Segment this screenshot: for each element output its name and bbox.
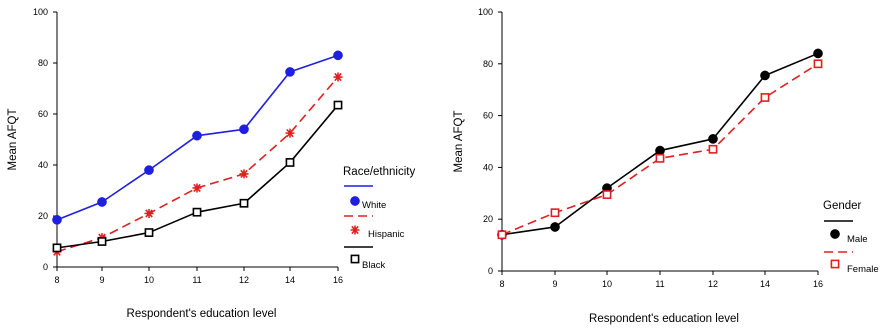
legend-label-female: Female bbox=[847, 264, 879, 275]
y-tick-label: 100 bbox=[33, 7, 48, 17]
x-tick-label: 14 bbox=[285, 275, 295, 285]
data-point bbox=[52, 243, 62, 253]
data-point bbox=[550, 208, 560, 218]
x-tick-label: 8 bbox=[499, 279, 504, 289]
y-tick-label: 80 bbox=[38, 58, 48, 68]
series-white bbox=[52, 50, 343, 225]
legend-title: Gender bbox=[823, 200, 862, 212]
data-point bbox=[285, 128, 295, 138]
x-tick-label: 11 bbox=[192, 275, 201, 285]
data-point bbox=[602, 190, 612, 199]
data-point bbox=[144, 208, 154, 218]
legend: Gender Male Female bbox=[823, 200, 879, 275]
y-axis-title: Mean AFQT bbox=[453, 111, 465, 173]
data-point bbox=[144, 165, 154, 175]
data-point bbox=[192, 183, 202, 193]
data-point bbox=[708, 134, 718, 144]
x-tick-label: 10 bbox=[602, 279, 612, 289]
x-tick-label: 8 bbox=[54, 275, 59, 285]
data-point bbox=[655, 145, 665, 156]
data-point bbox=[285, 158, 295, 167]
data-point bbox=[285, 67, 295, 77]
y-tick-label: 20 bbox=[38, 211, 48, 221]
data-point bbox=[239, 198, 249, 208]
data-point bbox=[192, 207, 202, 217]
data-point bbox=[52, 214, 62, 225]
x-axis-title: Respondent's education level bbox=[589, 313, 739, 325]
y-tick-label: 0 bbox=[488, 266, 493, 276]
data-point bbox=[333, 72, 343, 82]
chart-panel-1: 0 20 40 60 80 100 8 9 10 11 12 14 16 Respondent's edu… bbox=[7, 7, 415, 320]
data-point bbox=[760, 70, 770, 81]
x-tick-label: 14 bbox=[760, 279, 770, 289]
data-point bbox=[192, 130, 202, 141]
x-tick-label: 12 bbox=[239, 275, 249, 285]
data-point bbox=[333, 50, 343, 61]
y-tick-label: 40 bbox=[38, 160, 48, 170]
x-tick-label: 12 bbox=[708, 279, 718, 289]
legend-label-white: White bbox=[362, 200, 386, 211]
data-point bbox=[97, 197, 107, 207]
y-tick-label: 60 bbox=[483, 111, 493, 121]
data-point bbox=[333, 100, 343, 110]
series-male bbox=[497, 48, 823, 240]
legend-title: Race/ethnicity bbox=[343, 166, 415, 178]
series-female bbox=[497, 59, 823, 240]
legend-marker-hispanic bbox=[350, 225, 360, 235]
legend-marker-white bbox=[350, 196, 360, 206]
data-point bbox=[813, 48, 823, 59]
y-tick-label: 80 bbox=[483, 59, 493, 69]
x-tick-label: 9 bbox=[552, 279, 557, 289]
x-tick-label: 16 bbox=[333, 275, 343, 285]
data-point bbox=[550, 222, 560, 232]
legend-label-hispanic: Hispanic bbox=[368, 229, 405, 240]
x-tick-label: 10 bbox=[144, 275, 154, 285]
y-tick-label: 60 bbox=[38, 109, 48, 119]
y-tick-label: 0 bbox=[43, 262, 48, 272]
legend-marker-male bbox=[830, 229, 840, 239]
data-point bbox=[655, 153, 665, 163]
data-point bbox=[760, 93, 770, 102]
chart-panel-2: 0 20 40 60 80 100 8 9 10 11 12 14 16 Respondent's edu… bbox=[453, 7, 879, 325]
data-point bbox=[144, 228, 154, 237]
data-point bbox=[239, 124, 249, 135]
x-tick-label: 16 bbox=[813, 279, 823, 289]
legend: Race/ethnicity White Hispanic Black bbox=[343, 166, 415, 271]
series-black bbox=[52, 100, 343, 253]
data-point bbox=[97, 237, 107, 246]
legend-label-male: Male bbox=[847, 234, 868, 245]
legend-marker-female bbox=[830, 259, 840, 269]
y-axis-title: Mean AFQT bbox=[7, 109, 19, 171]
data-point bbox=[239, 169, 249, 179]
data-point bbox=[497, 230, 507, 240]
y-tick-label: 40 bbox=[483, 162, 493, 172]
data-point bbox=[813, 59, 823, 69]
x-tick-label: 11 bbox=[655, 279, 664, 289]
y-tick-label: 100 bbox=[478, 7, 493, 17]
series-line-hispanic bbox=[56, 76, 339, 253]
legend-marker-black bbox=[350, 254, 360, 264]
x-tick-label: 9 bbox=[99, 275, 104, 285]
data-point bbox=[708, 144, 718, 154]
series-hispanic bbox=[52, 72, 343, 257]
x-axis-title: Respondent's education level bbox=[127, 308, 277, 320]
legend-label-black: Black bbox=[362, 260, 385, 271]
series-line-male bbox=[501, 52, 819, 236]
y-tick-label: 20 bbox=[483, 214, 493, 224]
